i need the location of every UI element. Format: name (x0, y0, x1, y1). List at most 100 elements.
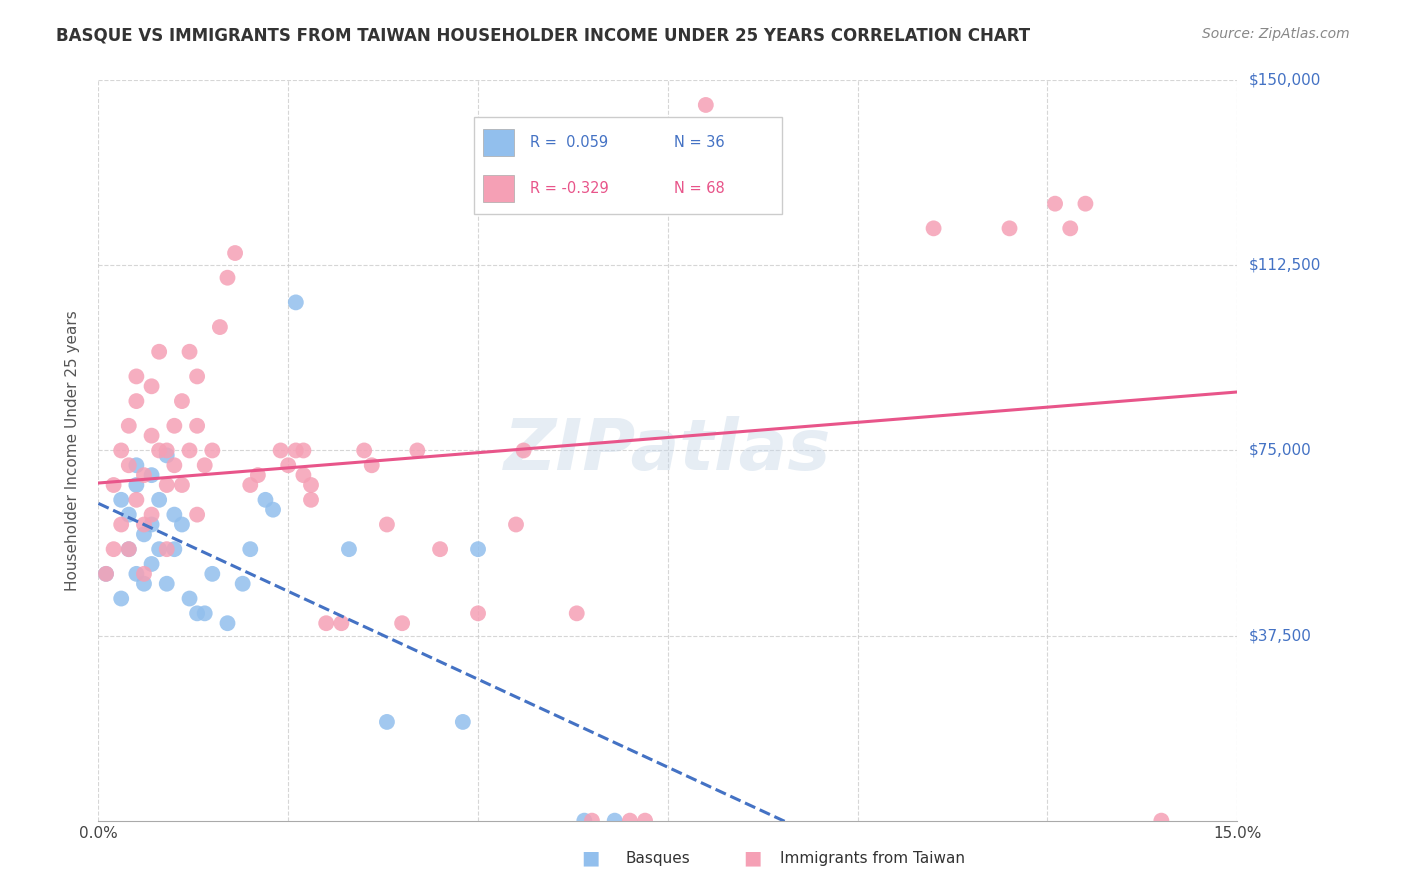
Point (239, 542, 262, 557)
Point (156, 449, 179, 463)
Point (224, 246, 246, 260)
Point (1059, 221, 1081, 235)
Point (148, 542, 170, 557)
Point (710, 122, 733, 136)
Point (467, 607, 489, 621)
Point (998, 221, 1021, 235)
Point (451, 714, 474, 729)
Point (208, 320, 231, 334)
Point (125, 492, 148, 507)
Point (315, 616, 337, 631)
Point (922, 221, 945, 235)
Point (330, 616, 353, 631)
Point (163, 508, 186, 522)
Point (217, 270, 239, 285)
Point (132, 566, 155, 581)
Point (360, 458, 382, 473)
Point (201, 443, 224, 458)
Point (110, 517, 132, 532)
Point (118, 542, 141, 557)
Point (186, 607, 208, 621)
Point (232, 576, 254, 591)
Point (141, 557, 163, 571)
Point (619, 814, 641, 828)
Point (603, 814, 626, 828)
Point (94, 566, 117, 581)
Point (467, 542, 489, 557)
Point (163, 418, 186, 433)
Point (284, 295, 307, 310)
Point (110, 591, 132, 606)
Point (118, 508, 141, 522)
Point (170, 394, 193, 409)
Point (634, 814, 657, 828)
Point (141, 517, 163, 532)
Point (277, 458, 299, 473)
Point (125, 394, 148, 409)
Point (94, 566, 117, 581)
Text: $37,500: $37,500 (1249, 628, 1312, 643)
Point (125, 478, 148, 492)
Point (194, 458, 217, 473)
Point (512, 443, 534, 458)
Point (141, 379, 163, 393)
Point (156, 542, 179, 557)
Point (148, 344, 170, 359)
Point (194, 607, 217, 621)
Point (125, 566, 148, 581)
Point (353, 443, 375, 458)
Point (299, 492, 322, 507)
Point (141, 508, 163, 522)
Text: BASQUE VS IMMIGRANTS FROM TAIWAN HOUSEHOLDER INCOME UNDER 25 YEARS CORRELATION C: BASQUE VS IMMIGRANTS FROM TAIWAN HOUSEHO… (56, 27, 1031, 45)
Point (156, 576, 179, 591)
Point (391, 616, 413, 631)
Text: Immigrants from Taiwan: Immigrants from Taiwan (780, 852, 966, 866)
Point (170, 478, 193, 492)
Point (179, 344, 201, 359)
Point (505, 517, 527, 532)
Point (170, 517, 193, 532)
Point (217, 616, 239, 631)
Point (565, 607, 588, 621)
Point (110, 492, 132, 507)
Point (695, 98, 717, 112)
Point (141, 468, 163, 483)
Point (103, 478, 125, 492)
Point (156, 443, 179, 458)
Point (132, 576, 155, 591)
Point (284, 443, 307, 458)
Point (125, 458, 148, 473)
Point (125, 369, 148, 384)
Point (574, 814, 596, 828)
Text: ZIPatlas: ZIPatlas (505, 416, 831, 485)
Point (1043, 196, 1066, 211)
Text: Source: ZipAtlas.com: Source: ZipAtlas.com (1202, 27, 1350, 41)
Point (148, 443, 170, 458)
Text: $75,000: $75,000 (1249, 443, 1312, 458)
Point (156, 478, 179, 492)
Point (118, 542, 141, 557)
Text: ■: ■ (742, 848, 762, 867)
Point (118, 458, 141, 473)
Point (262, 502, 284, 516)
Point (132, 517, 155, 532)
Text: ■: ■ (581, 848, 600, 867)
Point (239, 478, 262, 492)
Point (110, 443, 132, 458)
Point (270, 443, 292, 458)
Point (1074, 196, 1097, 211)
Point (581, 814, 603, 828)
Point (103, 542, 125, 557)
Point (163, 542, 186, 557)
Point (179, 443, 201, 458)
Point (292, 468, 315, 483)
Point (179, 591, 201, 606)
Point (118, 418, 141, 433)
Point (254, 492, 277, 507)
Point (148, 492, 170, 507)
Point (186, 508, 208, 522)
Point (337, 542, 360, 557)
Point (406, 443, 429, 458)
Text: Basques: Basques (626, 852, 690, 866)
Point (132, 527, 155, 541)
